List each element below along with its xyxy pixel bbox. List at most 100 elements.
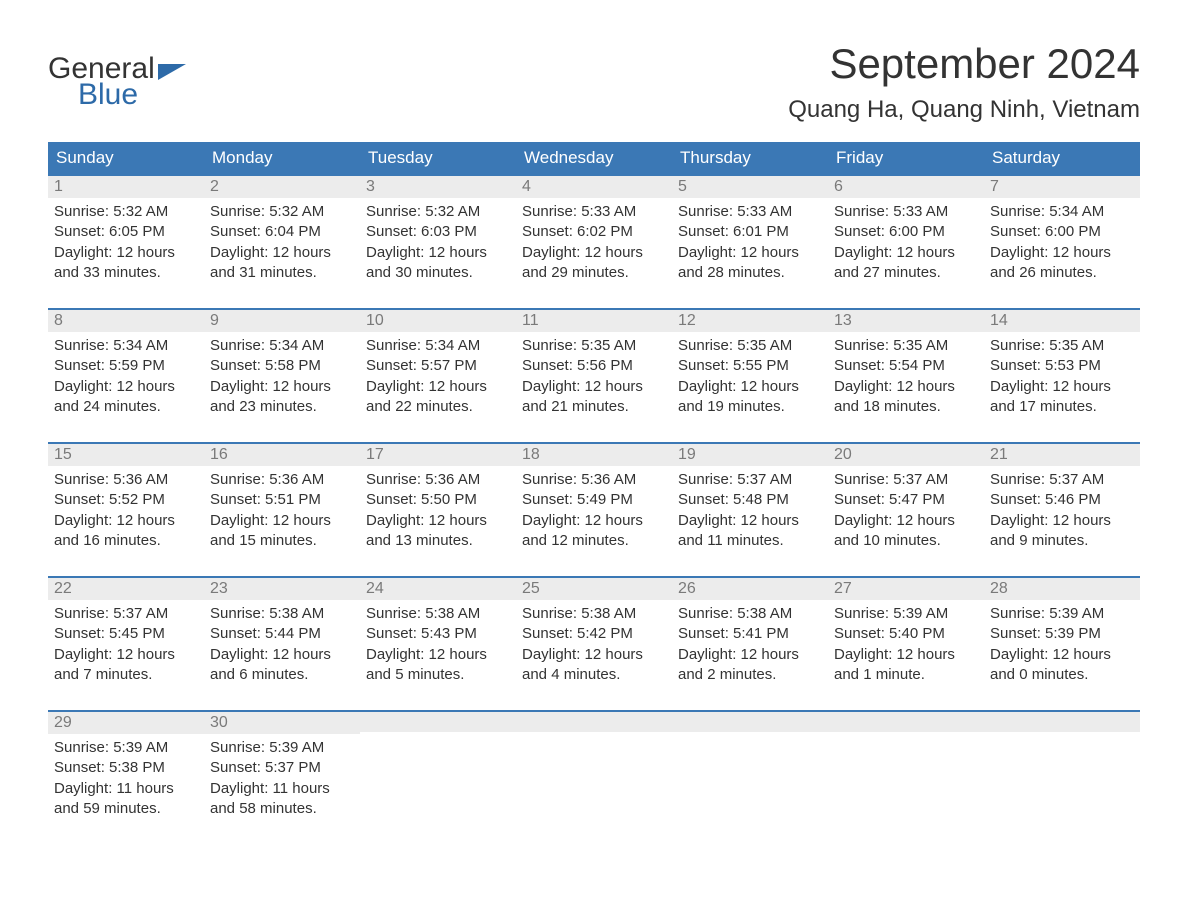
empty-cell [672, 710, 828, 838]
day-number: 13 [834, 312, 852, 329]
title-block: September 2024 Quang Ha, Quang Ninh, Vie… [788, 40, 1140, 124]
day-body: Sunrise: 5:35 AMSunset: 5:54 PMDaylight:… [828, 332, 984, 429]
sunset-text: Sunset: 6:00 PM [834, 222, 978, 242]
daylight-text: and 58 minutes. [210, 799, 354, 819]
day-number: 28 [990, 580, 1008, 597]
day-number: 16 [210, 446, 228, 463]
day-cell: 30Sunrise: 5:39 AMSunset: 5:37 PMDayligh… [204, 710, 360, 838]
day-body: Sunrise: 5:33 AMSunset: 6:01 PMDaylight:… [672, 198, 828, 295]
sunset-text: Sunset: 5:50 PM [366, 490, 510, 510]
empty-cell [360, 710, 516, 838]
day-number: 8 [54, 312, 63, 329]
daynum-row: 3 [360, 174, 516, 198]
day-body: Sunrise: 5:32 AMSunset: 6:05 PMDaylight:… [48, 198, 204, 295]
day-cell: 17Sunrise: 5:36 AMSunset: 5:50 PMDayligh… [360, 442, 516, 570]
sunrise-text: Sunrise: 5:35 AM [834, 336, 978, 356]
day-number: 22 [54, 580, 72, 597]
week-row: 22Sunrise: 5:37 AMSunset: 5:45 PMDayligh… [48, 576, 1140, 704]
day-number: 21 [990, 446, 1008, 463]
day-body: Sunrise: 5:32 AMSunset: 6:04 PMDaylight:… [204, 198, 360, 295]
day-cell: 15Sunrise: 5:36 AMSunset: 5:52 PMDayligh… [48, 442, 204, 570]
daylight-text: Daylight: 12 hours [522, 645, 666, 665]
daylight-text: Daylight: 12 hours [834, 377, 978, 397]
daynum-row: 21 [984, 442, 1140, 466]
daylight-text: Daylight: 12 hours [54, 377, 198, 397]
daynum-row: 26 [672, 576, 828, 600]
day-body: Sunrise: 5:34 AMSunset: 5:57 PMDaylight:… [360, 332, 516, 429]
daylight-text: and 4 minutes. [522, 665, 666, 685]
day-body [360, 732, 516, 748]
sunset-text: Sunset: 5:53 PM [990, 356, 1134, 376]
daylight-text: and 28 minutes. [678, 263, 822, 283]
sunset-text: Sunset: 5:41 PM [678, 624, 822, 644]
daynum-row: 1 [48, 174, 204, 198]
day-cell: 29Sunrise: 5:39 AMSunset: 5:38 PMDayligh… [48, 710, 204, 838]
sunset-text: Sunset: 5:47 PM [834, 490, 978, 510]
day-cell: 23 Sunrise: 5:38 AMSunset: 5:44 PMDayligh… [204, 576, 360, 704]
sunrise-text: Sunrise: 5:36 AM [210, 470, 354, 490]
daylight-text: Daylight: 12 hours [834, 243, 978, 263]
daylight-text: Daylight: 12 hours [522, 377, 666, 397]
sunset-text: Sunset: 5:52 PM [54, 490, 198, 510]
daylight-text: and 59 minutes. [54, 799, 198, 819]
daynum-row: 23 [204, 576, 360, 600]
daynum-row: 12 [672, 308, 828, 332]
day-cell: 14Sunrise: 5:35 AMSunset: 5:53 PMDayligh… [984, 308, 1140, 436]
week-row: 8Sunrise: 5:34 AMSunset: 5:59 PMDaylight… [48, 308, 1140, 436]
day-number: 23 [210, 580, 228, 597]
sunset-text: Sunset: 5:51 PM [210, 490, 354, 510]
daynum-row: 7 [984, 174, 1140, 198]
day-number: 29 [54, 714, 72, 731]
sunrise-text: Sunrise: 5:38 AM [366, 604, 510, 624]
sunset-text: Sunset: 6:01 PM [678, 222, 822, 242]
daylight-text: and 24 minutes. [54, 397, 198, 417]
daynum-row: 6 [828, 174, 984, 198]
day-body: Sunrise: 5:38 AMSunset: 5:44 PMDaylight:… [204, 600, 360, 697]
day-header: Saturday [984, 142, 1140, 174]
daylight-text: Daylight: 12 hours [678, 645, 822, 665]
day-number: 18 [522, 446, 540, 463]
daylight-text: and 2 minutes. [678, 665, 822, 685]
day-number: 19 [678, 446, 696, 463]
day-number: 30 [210, 714, 228, 731]
daynum-row: 4 [516, 174, 672, 198]
sunrise-text: Sunrise: 5:34 AM [54, 336, 198, 356]
sunset-text: Sunset: 5:44 PM [210, 624, 354, 644]
daylight-text: Daylight: 12 hours [678, 243, 822, 263]
day-body: Sunrise: 5:32 AMSunset: 6:03 PMDaylight:… [360, 198, 516, 295]
sunrise-text: Sunrise: 5:39 AM [990, 604, 1134, 624]
sunrise-text: Sunrise: 5:33 AM [522, 202, 666, 222]
day-body: Sunrise: 5:37 AMSunset: 5:47 PMDaylight:… [828, 466, 984, 563]
sunset-text: Sunset: 6:05 PM [54, 222, 198, 242]
daynum-row: 5 [672, 174, 828, 198]
daynum-row: 2 [204, 174, 360, 198]
day-number: 25 [522, 580, 540, 597]
daylight-text: Daylight: 12 hours [366, 511, 510, 531]
day-body: Sunrise: 5:36 AMSunset: 5:49 PMDaylight:… [516, 466, 672, 563]
daylight-text: and 15 minutes. [210, 531, 354, 551]
sunrise-text: Sunrise: 5:37 AM [834, 470, 978, 490]
daynum-row: 25 [516, 576, 672, 600]
daylight-text: Daylight: 12 hours [990, 645, 1134, 665]
daylight-text: and 7 minutes. [54, 665, 198, 685]
day-body: Sunrise: 5:34 AMSunset: 6:00 PMDaylight:… [984, 198, 1140, 295]
day-number: 11 [522, 312, 539, 329]
day-number: 24 [366, 580, 384, 597]
daylight-text: and 13 minutes. [366, 531, 510, 551]
daylight-text: and 27 minutes. [834, 263, 978, 283]
daylight-text: Daylight: 12 hours [210, 377, 354, 397]
day-cell: 20Sunrise: 5:37 AMSunset: 5:47 PMDayligh… [828, 442, 984, 570]
daylight-text: and 23 minutes. [210, 397, 354, 417]
daynum-row: 22 [48, 576, 204, 600]
sunset-text: Sunset: 5:56 PM [522, 356, 666, 376]
sunrise-text: Sunrise: 5:32 AM [366, 202, 510, 222]
sunrise-text: Sunrise: 5:38 AM [522, 604, 666, 624]
header: General Blue September 2024 Quang Ha, Qu… [48, 40, 1140, 124]
sunset-text: Sunset: 5:45 PM [54, 624, 198, 644]
sunrise-text: Sunrise: 5:34 AM [990, 202, 1134, 222]
logo-text-blue: Blue [78, 78, 186, 112]
daynum-row [360, 710, 516, 732]
empty-cell [984, 710, 1140, 838]
sunset-text: Sunset: 5:55 PM [678, 356, 822, 376]
day-number: 5 [678, 178, 687, 195]
